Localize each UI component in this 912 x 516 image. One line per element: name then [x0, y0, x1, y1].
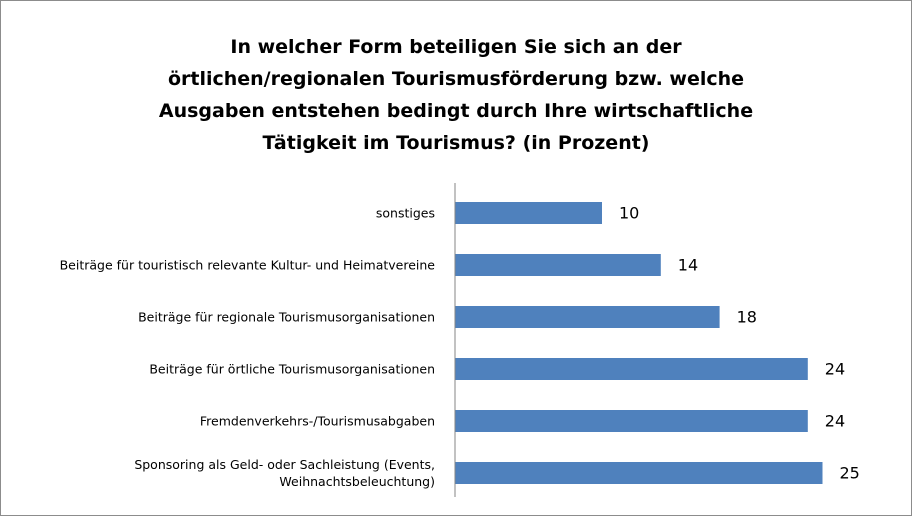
bar [455, 306, 720, 328]
value-label: 18 [737, 308, 757, 327]
bar [455, 410, 808, 432]
value-label: 10 [619, 204, 639, 223]
value-label: 24 [825, 412, 845, 431]
y-tick-label: Fremdenverkehrs-/Tourismusabgaben [199, 413, 435, 429]
y-tick-label: Sponsoring als Geld- oder Sachleistung (… [134, 457, 435, 489]
chart-title: In welcher Form beteiligen Sie sich an d… [158, 36, 754, 154]
y-tick-label: Beiträge für touristisch relevante Kultu… [59, 257, 435, 273]
value-label: 25 [840, 464, 860, 483]
bar [455, 462, 823, 484]
value-label: 14 [678, 256, 698, 275]
bar [455, 358, 808, 380]
y-tick-label: Beiträge für örtliche Tourismusorganisat… [149, 361, 435, 377]
bar [455, 202, 602, 224]
y-tick-label: sonstiges [375, 205, 435, 221]
value-label: 24 [825, 360, 845, 379]
y-tick-label: Beiträge für regionale Tourismusorganisa… [138, 309, 435, 325]
bar [455, 254, 661, 276]
